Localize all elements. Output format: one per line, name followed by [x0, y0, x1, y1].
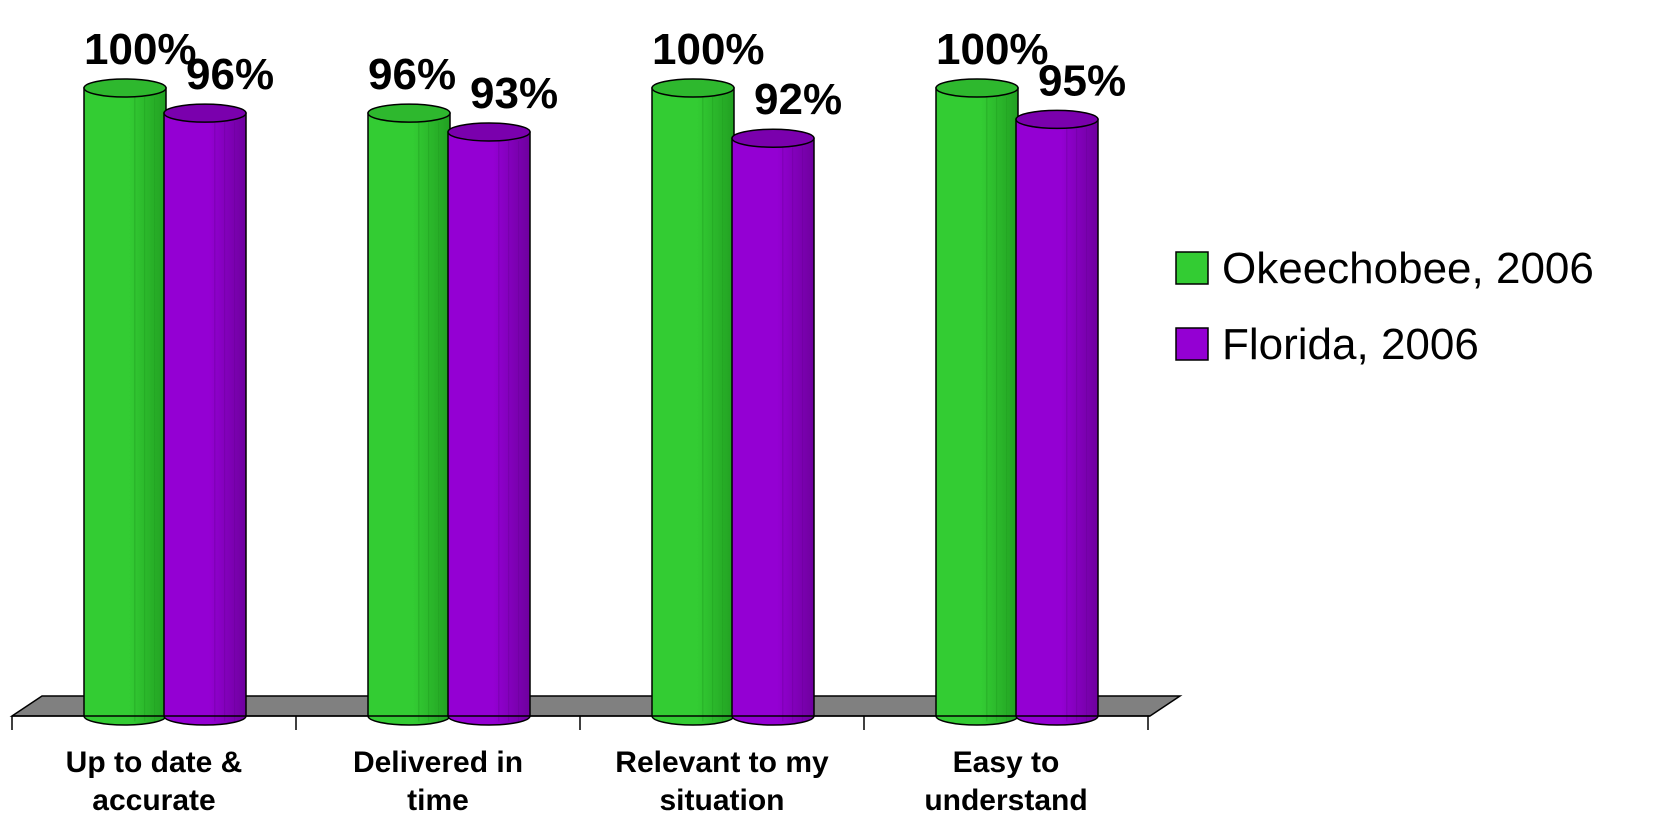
x-tick-label: Easy to understand	[924, 746, 1087, 814]
data-labels: 100%96% 96% 93%100%92%100%95%	[84, 25, 1126, 124]
bar-florida-1	[447, 122, 531, 726]
data-label: 95%	[1038, 56, 1126, 105]
legend-swatch	[1175, 327, 1209, 361]
x-tick-label: Up to date & accurate	[66, 746, 243, 814]
data-label: 100%	[936, 25, 1049, 74]
bar-okeechobee-3	[935, 78, 1019, 726]
data-label: 96%	[368, 50, 456, 99]
bar-florida-3	[1015, 109, 1099, 726]
x-tick-label: Relevant to my situation	[615, 746, 829, 814]
data-label: 100%	[84, 25, 197, 74]
legend-label: Okeechobee, 2006	[1222, 244, 1594, 293]
bar-okeechobee-1	[367, 103, 451, 726]
data-label: 96%	[186, 50, 274, 99]
bar-florida-2	[731, 128, 815, 726]
x-tick-label: Delivered in time	[353, 746, 523, 814]
legend: Okeechobee, 2006 Florida, 2006	[1175, 244, 1594, 369]
bar-florida-0	[163, 103, 247, 726]
legend-label: Florida, 2006	[1222, 320, 1479, 369]
bar-okeechobee-2	[651, 78, 735, 726]
bar-okeechobee-0	[83, 78, 167, 726]
data-label: 100%	[652, 25, 765, 74]
bars	[83, 78, 1099, 726]
x-axis: Up to date & accurate Delivered in time Rele…	[11, 715, 1150, 814]
data-label: 92%	[754, 75, 842, 124]
legend-swatch	[1175, 251, 1209, 285]
data-label: 93%	[470, 69, 558, 118]
